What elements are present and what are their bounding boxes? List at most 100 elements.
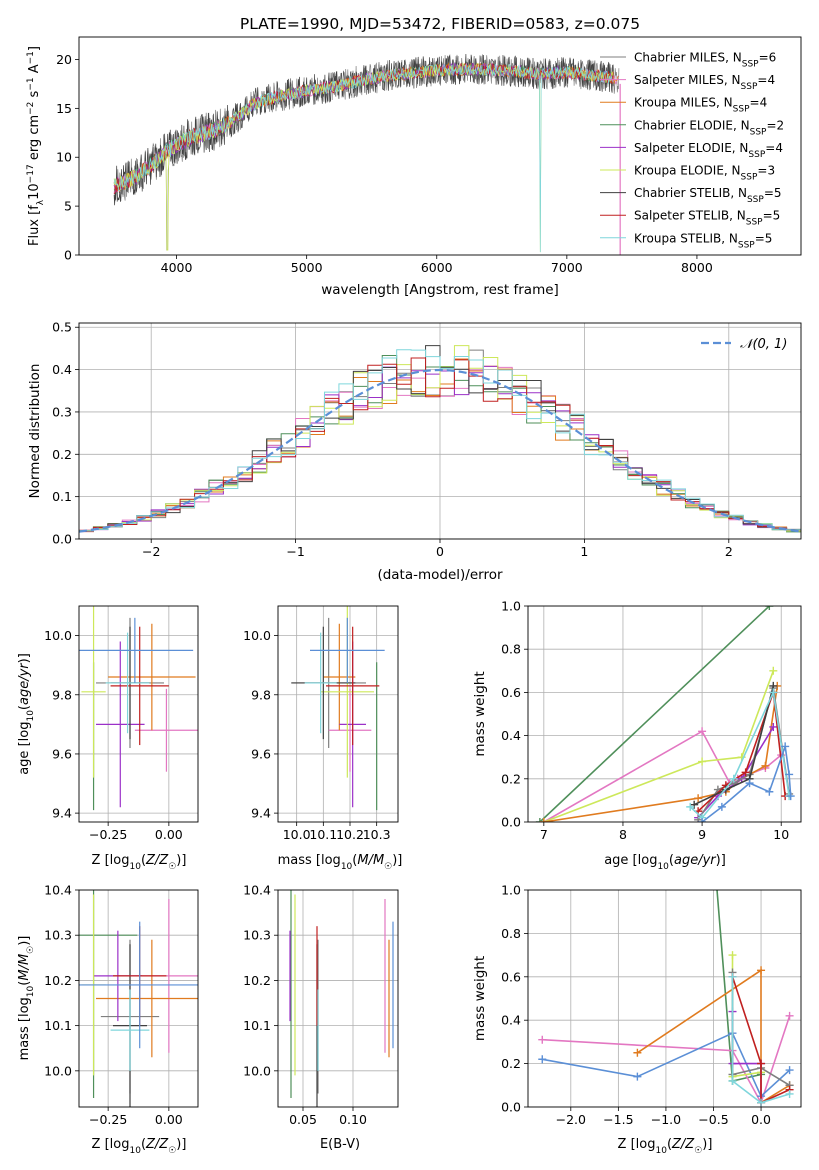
x-tick-label: 4000 — [161, 260, 193, 275]
weight-marker-salpeter_miles — [785, 1011, 794, 1020]
y-tick-label: 10 — [56, 150, 72, 165]
x-tick-label: 9 — [698, 827, 706, 842]
x-tick-label: 10.1 — [309, 827, 337, 842]
weight-marker-normal_curve — [633, 1072, 642, 1081]
plot-area — [528, 890, 801, 1107]
x-tick-label: −0.5 — [698, 1112, 728, 1127]
x-tick-label: −2.0 — [556, 1112, 586, 1127]
legend-label: Chabrier ELODIE, NSSP=2 — [634, 118, 784, 137]
histogram-kroupa_elodie — [79, 345, 801, 532]
x-tick-label: 5000 — [291, 260, 323, 275]
weight-marker-kroupa_stelib — [686, 802, 695, 811]
axes-frame — [78, 605, 199, 823]
weight-marker-salpeter_stelib — [757, 1059, 766, 1068]
x-axis-label: Z [log10(Z/Z☉)] — [92, 853, 187, 872]
weight-line-salpeter_stelib — [697, 692, 786, 812]
y-tick-label: 15 — [56, 101, 72, 116]
plot-area — [79, 323, 801, 539]
weight-marker-kroupa_stelib — [729, 774, 738, 783]
y-tick-label: 9.8 — [52, 687, 72, 702]
x-tick-label: 10.3 — [363, 827, 391, 842]
y-axis-label: age [log10(age/yr)] — [17, 653, 36, 775]
x-axis-label: (data-model)/error — [377, 567, 503, 583]
y-tick-label: 0.8 — [501, 642, 521, 657]
y-tick-label: 0.0 — [501, 815, 521, 830]
x-tick-label: 0.05 — [289, 1112, 317, 1127]
weight-marker-salpeter_stelib — [741, 768, 750, 777]
legend-label: 𝒩(0, 1) — [740, 337, 787, 352]
weight-marker-normal_curve — [781, 742, 790, 751]
plot-area — [278, 606, 398, 822]
y-tick-label: 10.2 — [44, 973, 72, 988]
x-tick-label: −0.25 — [89, 827, 127, 842]
y-tick-label: 9.4 — [52, 806, 72, 821]
weight-marker-salpeter_elodie — [769, 722, 778, 731]
axes-frame — [78, 36, 802, 256]
axes-frame — [78, 889, 199, 1108]
axes-frame — [277, 605, 399, 823]
x-axis-label: wavelength [Angstrom, rest frame] — [321, 282, 559, 298]
weight-marker-kroupa_elodie — [728, 951, 737, 960]
weight-marker-kroupa_elodie — [698, 757, 707, 766]
legend-label: Salpeter MILES, NSSP=4 — [634, 73, 775, 92]
axes-frame — [527, 889, 802, 1108]
legend-label: Salpeter STELIB, NSSP=5 — [634, 209, 780, 228]
x-tick-label: 2 — [725, 544, 733, 559]
x-tick-label: 1 — [580, 544, 588, 559]
chart-age_vs_Z: −0.25 0.00 9.4 9.6 9.8 10.0 Z [log10(Z/Z☉)] age… — [17, 605, 199, 872]
y-tick-label: 10.2 — [243, 973, 271, 988]
y-tick-label: 0.2 — [52, 447, 72, 462]
y-tick-label: 1.0 — [501, 599, 521, 614]
y-tick-label: 0.4 — [501, 728, 521, 743]
y-tick-label: 10.4 — [243, 883, 271, 898]
weight-marker-normal_curve — [785, 770, 794, 779]
y-tick-label: 0.0 — [501, 1100, 521, 1115]
weight-line-chabrier_elodie — [539, 606, 770, 822]
weight-marker-kroupa_stelib — [728, 972, 737, 981]
chart-mass_vs_ebv: 0.05 0.10 10.0 10.1 10.2 10.3 10.4 E(B-V) — [243, 883, 399, 1152]
legend-label: Chabrier STELIB, NSSP=5 — [634, 186, 782, 205]
weight-marker-chabrier_elodie — [535, 818, 544, 822]
y-tick-label: 9.4 — [251, 806, 271, 821]
x-axis-label: Z [log10(Z/Z☉)] — [618, 1137, 713, 1156]
y-tick-label: 0.8 — [501, 926, 521, 941]
weight-line-salpeter_stelib — [731, 976, 790, 1104]
weight-marker-kroupa_miles — [761, 761, 770, 770]
y-tick-label: 10.3 — [44, 928, 72, 943]
weight-marker-normal_curve — [786, 792, 795, 801]
y-tick-label: 0.6 — [501, 969, 521, 984]
x-tick-label: −2 — [142, 544, 160, 559]
x-tick-label: 10.2 — [336, 827, 364, 842]
x-tick-label: 0.00 — [155, 827, 183, 842]
y-axis-label: Flux [fλ10−17 erg cm−2 s−1 A−1] — [26, 46, 46, 246]
x-tick-label: −1.0 — [651, 1112, 681, 1127]
x-axis-label: mass [log10(M/M☉)] — [278, 853, 403, 872]
weight-marker-normal_curve — [785, 1066, 794, 1075]
y-axis-label: mass weight — [472, 671, 488, 756]
x-tick-label: −0.25 — [89, 1112, 127, 1127]
axes-frame — [277, 889, 399, 1108]
normal-curve — [79, 368, 801, 533]
weight-line-chabrier_stelib — [693, 685, 775, 806]
weight-marker-kroupa_miles — [633, 1048, 642, 1057]
y-tick-label: 0.4 — [52, 362, 72, 377]
x-axis-label: age [log10(age/yr)] — [604, 853, 726, 872]
legend-label: Chabrier MILES, NSSP=6 — [634, 51, 776, 70]
weight-marker-normal_curve — [538, 1055, 547, 1064]
weight-marker-kroupa_stelib — [769, 688, 778, 697]
x-tick-label: 10 — [773, 827, 789, 842]
y-tick-label: 0.1 — [52, 489, 72, 504]
axes-frame — [78, 322, 802, 540]
x-tick-label: 7000 — [551, 260, 583, 275]
y-tick-label: 20 — [56, 52, 72, 67]
y-tick-label: 10.0 — [243, 1063, 271, 1078]
weight-marker-kroupa_miles — [757, 966, 766, 975]
chart-residuals: −2 −1 0 1 2 0.0 0.1 0.2 0.3 0.4 0.5 𝒩(0, 1) (data-mo… — [27, 320, 802, 583]
x-tick-label: 8 — [619, 827, 627, 842]
weight-marker-normal_curve — [765, 787, 774, 796]
legend-label: Kroupa STELIB, NSSP=5 — [634, 231, 772, 250]
spectrum-line-chabrier_miles — [113, 54, 620, 251]
legend-label: Kroupa MILES, NSSP=4 — [634, 96, 767, 115]
y-tick-label: 0.6 — [501, 685, 521, 700]
